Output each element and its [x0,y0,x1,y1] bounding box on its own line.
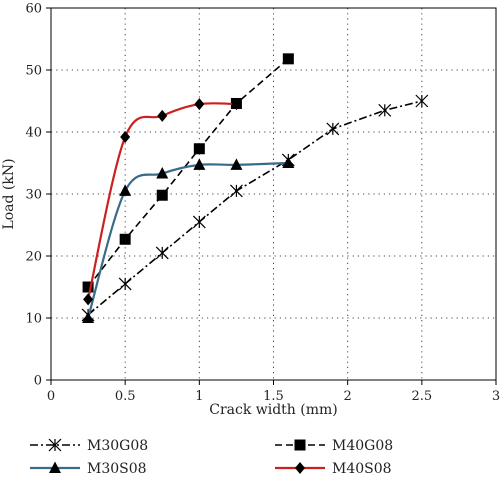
data-point-m30s08 [193,158,206,170]
data-point-m30g08 [229,184,243,198]
x-tick-label: 3 [492,389,500,404]
x-axis-title: Crack width (mm) [209,402,338,418]
y-tick-label: 20 [25,250,42,265]
data-point-m30s08 [282,156,295,168]
data-point-m40s08 [231,98,242,111]
series-line-m40s08 [87,102,237,300]
data-point-m30s08 [82,311,95,323]
y-tick-label: 10 [25,312,42,327]
data-point-m40s08 [157,109,168,122]
data-point-m30g08 [415,94,429,108]
data-point-m40s08 [120,130,131,143]
data-point-m30s08 [156,167,169,179]
x-tick-label: 2.5 [411,389,432,404]
x-tick-label: 0 [47,389,55,404]
data-point-m40s08 [83,293,94,306]
grid [51,8,496,380]
data-point-m30g08 [378,103,392,117]
legend-label-m40g08: M40G08 [332,438,393,454]
legend: M30G08 M40G08 M30S08 M40S08 [30,438,393,477]
legend-item-m30s08: M30S08 [30,461,147,477]
y-tick-label: 60 [25,2,42,17]
data-point-m30g08 [192,215,206,229]
legend-marker-m30s08 [49,461,61,473]
series-layer [81,53,429,323]
x-tick-label: 2 [344,389,352,404]
plot-frame [50,7,497,381]
data-point-m40g08 [193,143,205,155]
x-tick-label: 1.5 [263,389,284,404]
legend-item-m30g08: M30G08 [30,438,148,454]
y-tick-label: 0 [34,374,42,389]
data-point-m30s08 [119,184,132,196]
x-tick-label: 1 [195,389,203,404]
series-m30g08 [81,94,429,322]
series-m40s08 [83,98,242,306]
legend-marker-m40s08 [295,462,305,474]
series-m30s08 [82,156,295,323]
legend-marker-m40g08 [294,439,306,451]
data-point-m40g08 [282,53,294,65]
y-axis-title: Load (kN) [1,158,17,229]
legend-item-m40g08: M40G08 [275,438,393,454]
legend-label-m30g08: M30G08 [87,438,148,454]
data-point-m40s08 [194,98,205,111]
legend-item-m40s08: M40S08 [275,461,392,477]
data-point-m30g08 [155,246,169,260]
legend-label-m40s08: M40S08 [332,461,392,477]
y-tick-label: 30 [25,188,42,203]
data-point-m30g08 [118,277,132,291]
data-point-m30s08 [230,158,243,170]
data-point-m40g08 [119,233,131,245]
series-line-m40g08 [87,58,289,288]
data-point-m40g08 [82,281,94,293]
data-point-m40g08 [156,189,168,201]
legend-label-m30s08: M30S08 [87,461,147,477]
y-tick-label: 50 [25,64,42,79]
y-tick-label: 40 [25,126,42,141]
series-line-m30g08 [87,100,423,316]
series-line-m30s08 [87,161,289,319]
data-point-m30g08 [326,122,340,136]
legend-marker-m30g08 [48,438,62,452]
x-tick-label: 0.5 [115,389,136,404]
